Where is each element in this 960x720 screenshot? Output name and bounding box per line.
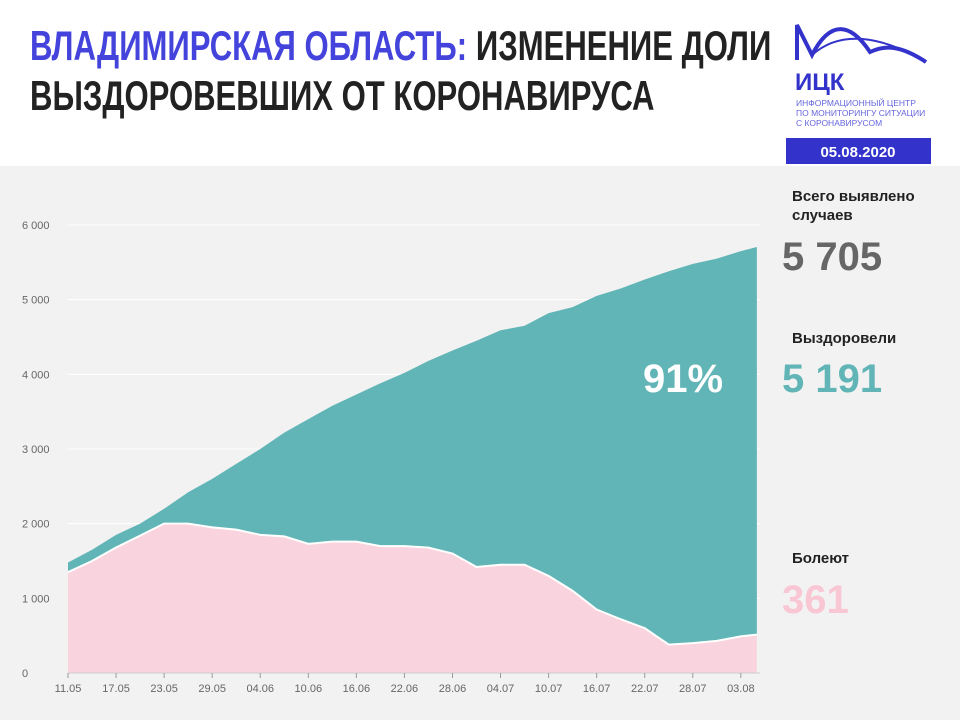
title-line: ВЛАДИМИРСКАЯ ОБЛАСТЬ: ИЗМЕНЕНИЕ ДОЛИ xyxy=(30,22,771,69)
y-tick-label: 5 000 xyxy=(22,295,50,307)
x-tick-label: 10.07 xyxy=(535,683,563,695)
x-tick-label: 17.05 xyxy=(102,683,130,695)
logo-text: ИЦК xyxy=(795,69,845,96)
x-tick-label: 28.06 xyxy=(439,683,467,695)
area-border xyxy=(67,522,757,646)
x-tick-label: 04.06 xyxy=(246,683,274,695)
x-tick-label: 16.06 xyxy=(343,683,371,695)
logo-caption: ИНФОРМАЦИОННЫЙ ЦЕНТР xyxy=(796,97,916,108)
x-tick-label: 28.07 xyxy=(679,683,707,695)
y-tick-label: 4 000 xyxy=(22,369,50,381)
stat-value: 5 191 xyxy=(782,357,882,401)
area-recovered xyxy=(68,247,757,645)
x-tick-label: 11.05 xyxy=(55,683,82,695)
stats: Всего выявлено случаев 5 705 Выздоровели… xyxy=(782,188,915,622)
stat-label: Выздоровели xyxy=(792,330,896,347)
x-tick-label: 22.06 xyxy=(391,683,419,695)
chart: 0 1 000 2 000 3 000 4 000 5 000 6 000 11.05 17.0… xyxy=(22,220,760,695)
y-tick-label: 0 xyxy=(22,668,28,680)
x-tick-label: 22.07 xyxy=(631,683,659,695)
stat-label: Болеют xyxy=(792,550,849,567)
x-tick-label: 16.07 xyxy=(583,683,611,695)
logo-caption: С КОРОНАВИРУСОМ xyxy=(796,118,882,128)
date: 05.08.2020 xyxy=(820,144,895,161)
x-tick-label: 04.07 xyxy=(487,683,515,695)
area-active xyxy=(68,523,757,673)
title-region: ВЛАДИМИРСКАЯ ОБЛАСТЬ: xyxy=(30,22,467,69)
x-tick-label: 03.08 xyxy=(727,683,755,695)
y-tick-label: 3 000 xyxy=(22,444,50,456)
logo-mark xyxy=(811,37,927,63)
x-tick-label: 10.06 xyxy=(295,683,323,695)
logo: ИЦК ИНФОРМАЦИОННЫЙ ЦЕНТР ПО МОНИТОРИНГУ … xyxy=(786,24,931,164)
logo-caption: ПО МОНИТОРИНГУ СИТУАЦИИ xyxy=(796,108,925,118)
annotation: 91% xyxy=(643,357,723,401)
date-box xyxy=(786,138,931,164)
x-tick-label: 23.05 xyxy=(150,683,178,695)
title-line: ВЫЗДОРОВЕВШИХ ОТ КОРОНАВИРУСА xyxy=(30,72,654,119)
y-tick-label: 1 000 xyxy=(22,593,50,605)
stat-value: 361 xyxy=(782,578,849,622)
stat-value: 5 705 xyxy=(782,235,882,279)
y-tick-label: 2 000 xyxy=(22,519,50,531)
x-tick-label: 29.05 xyxy=(198,683,226,695)
y-tick-label: 6 000 xyxy=(22,220,50,232)
stat-label: Всего выявлено xyxy=(792,188,915,205)
stat-label: случаев xyxy=(792,207,853,224)
title-text: ИЗМЕНЕНИЕ ДОЛИ xyxy=(476,22,771,69)
title: ВЛАДИМИРСКАЯ ОБЛАСТЬ: ИЗМЕНЕНИЕ ДОЛИ ВЫЗД… xyxy=(30,22,771,119)
